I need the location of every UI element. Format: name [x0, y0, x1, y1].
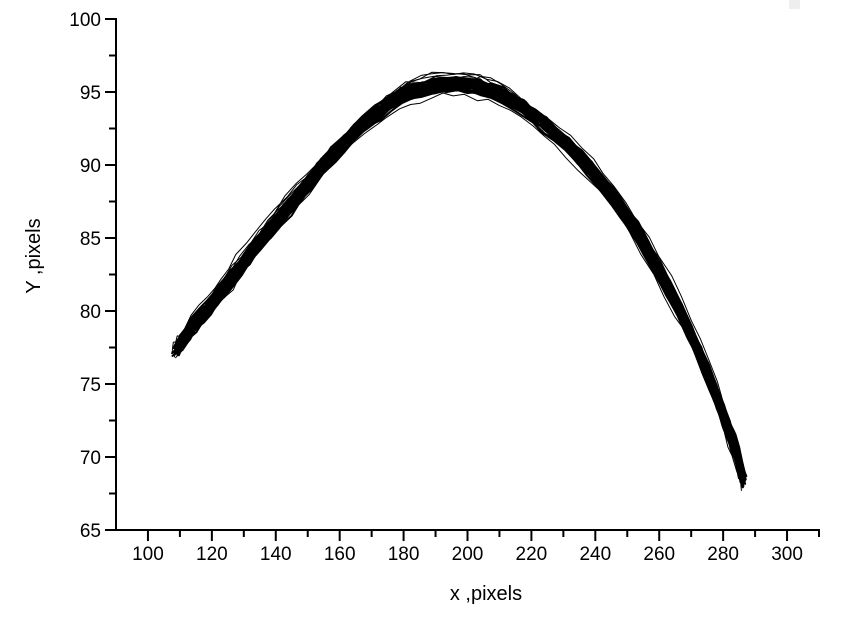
- x-tick-label: 260: [643, 544, 675, 565]
- x-tick-label: 220: [516, 544, 548, 565]
- trajectory-trace: [173, 87, 735, 458]
- trajectory-trace-outlier: [177, 73, 743, 471]
- x-tick-label: 300: [771, 544, 803, 565]
- trajectory-trace: [171, 86, 742, 484]
- trajectory-trace: [171, 84, 739, 465]
- trajectory-trace: [171, 82, 740, 480]
- trajectory-band: [171, 71, 748, 491]
- y-tick-label: 85: [80, 229, 101, 250]
- x-tick-label: 140: [260, 544, 292, 565]
- x-axis-label: x ,pixels: [450, 583, 522, 605]
- trajectory-trace-outlier: [171, 76, 734, 458]
- trajectory-trace-outlier: [177, 78, 741, 467]
- x-tick-label: 280: [707, 544, 739, 565]
- y-tick-label: 70: [80, 448, 101, 469]
- axes: 100 120 140 160 180 200 220 240 260 280 300 65 70 75 8…: [69, 10, 820, 565]
- x-tick-label: 100: [132, 544, 164, 565]
- trajectory-trace-outlier: [177, 75, 742, 457]
- trajectory-trace: [177, 89, 744, 477]
- trajectory-trace: [174, 85, 743, 480]
- trajectory-trace-outlier: [175, 92, 744, 484]
- x-tick-label: 120: [196, 544, 228, 565]
- x-tick-label: 180: [388, 544, 420, 565]
- y-tick-label: 95: [80, 83, 101, 104]
- x-tick-label: 200: [452, 544, 484, 565]
- y-tick-label: 65: [80, 521, 101, 542]
- y-tick-label: 90: [80, 156, 101, 177]
- y-tick-label: 100: [69, 10, 101, 31]
- trajectory-trace-outlier: [178, 79, 742, 491]
- y-tick-label: 80: [80, 302, 101, 323]
- x-tick-label: 240: [579, 544, 611, 565]
- scan-artifact: [789, 0, 800, 9]
- y-tick-label: 75: [80, 375, 101, 396]
- y-axis-label: Y ,pixels: [23, 218, 45, 293]
- trajectory-trace: [173, 87, 744, 489]
- x-tick-label: 160: [324, 544, 356, 565]
- trajectory-trace: [178, 77, 744, 489]
